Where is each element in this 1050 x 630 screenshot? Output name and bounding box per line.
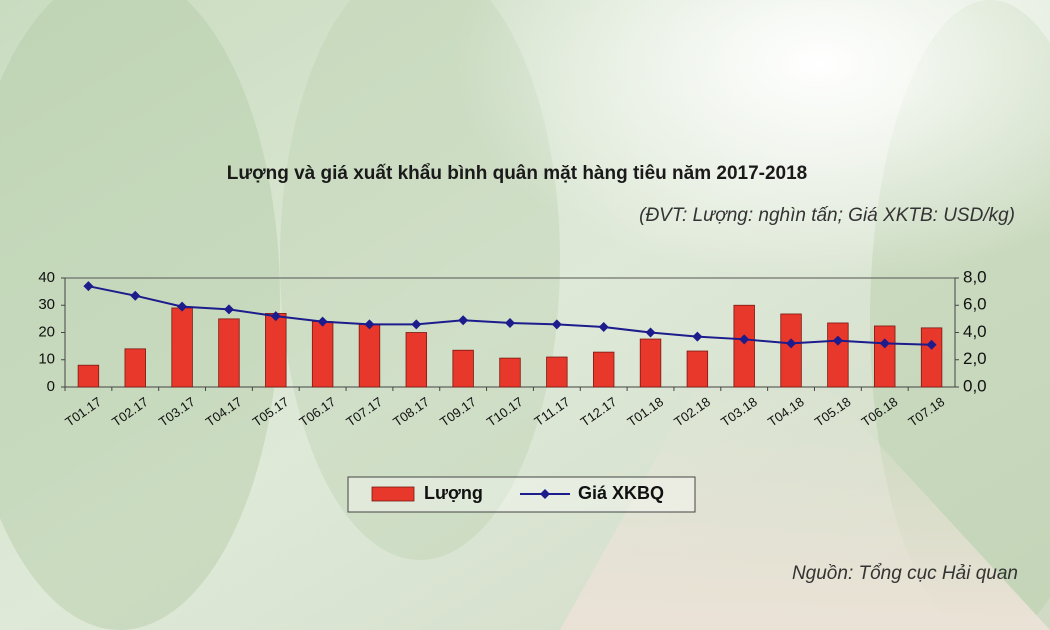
bar (218, 318, 240, 388)
line-marker (317, 316, 328, 327)
legend-label: Lượng (424, 483, 483, 503)
bar (124, 348, 146, 388)
y2-tick-label: 0,0 (963, 376, 987, 395)
line-marker (505, 317, 515, 328)
line-marker (879, 338, 890, 349)
y2-tick-label: 2,0 (963, 349, 987, 368)
y-tick-label: 40 (38, 269, 55, 286)
bar (874, 325, 896, 388)
bar (686, 350, 709, 388)
chart-title: Lượng và giá xuất khẩu bình quân mặt hàn… (227, 163, 808, 184)
line-marker (832, 335, 843, 346)
y-tick-label: 30 (38, 296, 55, 313)
y-tick-label: 0 (47, 378, 55, 395)
road (560, 380, 1050, 630)
bar (311, 321, 334, 388)
bar (171, 307, 193, 388)
y2-tick-label: 4,0 (963, 322, 987, 341)
source-note: Nguồn: Tổng cục Hải quan (792, 563, 1018, 584)
line-marker (692, 331, 703, 342)
bar (827, 322, 849, 388)
y2-tick-label: 8,0 (963, 267, 987, 286)
bar (920, 327, 943, 388)
legend-swatch (540, 489, 550, 499)
line-marker (598, 322, 609, 333)
bar (733, 304, 755, 388)
line-marker (364, 319, 375, 330)
line-marker (223, 304, 234, 315)
line-marker (270, 311, 281, 322)
bar (499, 357, 521, 388)
chart-subtitle: (ĐVT: Lượng: nghìn tấn; Giá XKTB: USD/kg… (639, 205, 1015, 226)
bar (452, 349, 474, 388)
line-marker (177, 301, 188, 312)
bar (639, 338, 662, 388)
line-marker (83, 281, 94, 292)
bar (592, 351, 615, 388)
bar (546, 356, 568, 388)
legend-label: Giá XKBQ (578, 483, 664, 503)
line-marker (130, 290, 141, 301)
bar (780, 313, 802, 388)
bar (358, 323, 381, 388)
y2-tick-label: 6,0 (963, 295, 987, 314)
line-marker (739, 334, 750, 345)
line-marker (458, 315, 469, 326)
bar (265, 313, 287, 388)
line-marker (411, 319, 422, 330)
legend-swatch (371, 486, 415, 502)
line-marker (786, 338, 797, 349)
y-tick-label: 10 (38, 351, 55, 368)
bar (77, 364, 100, 388)
bar (405, 332, 428, 388)
line-marker (926, 339, 937, 350)
y-tick-label: 20 (38, 323, 55, 340)
line-marker (551, 319, 562, 330)
line-marker (645, 327, 656, 338)
